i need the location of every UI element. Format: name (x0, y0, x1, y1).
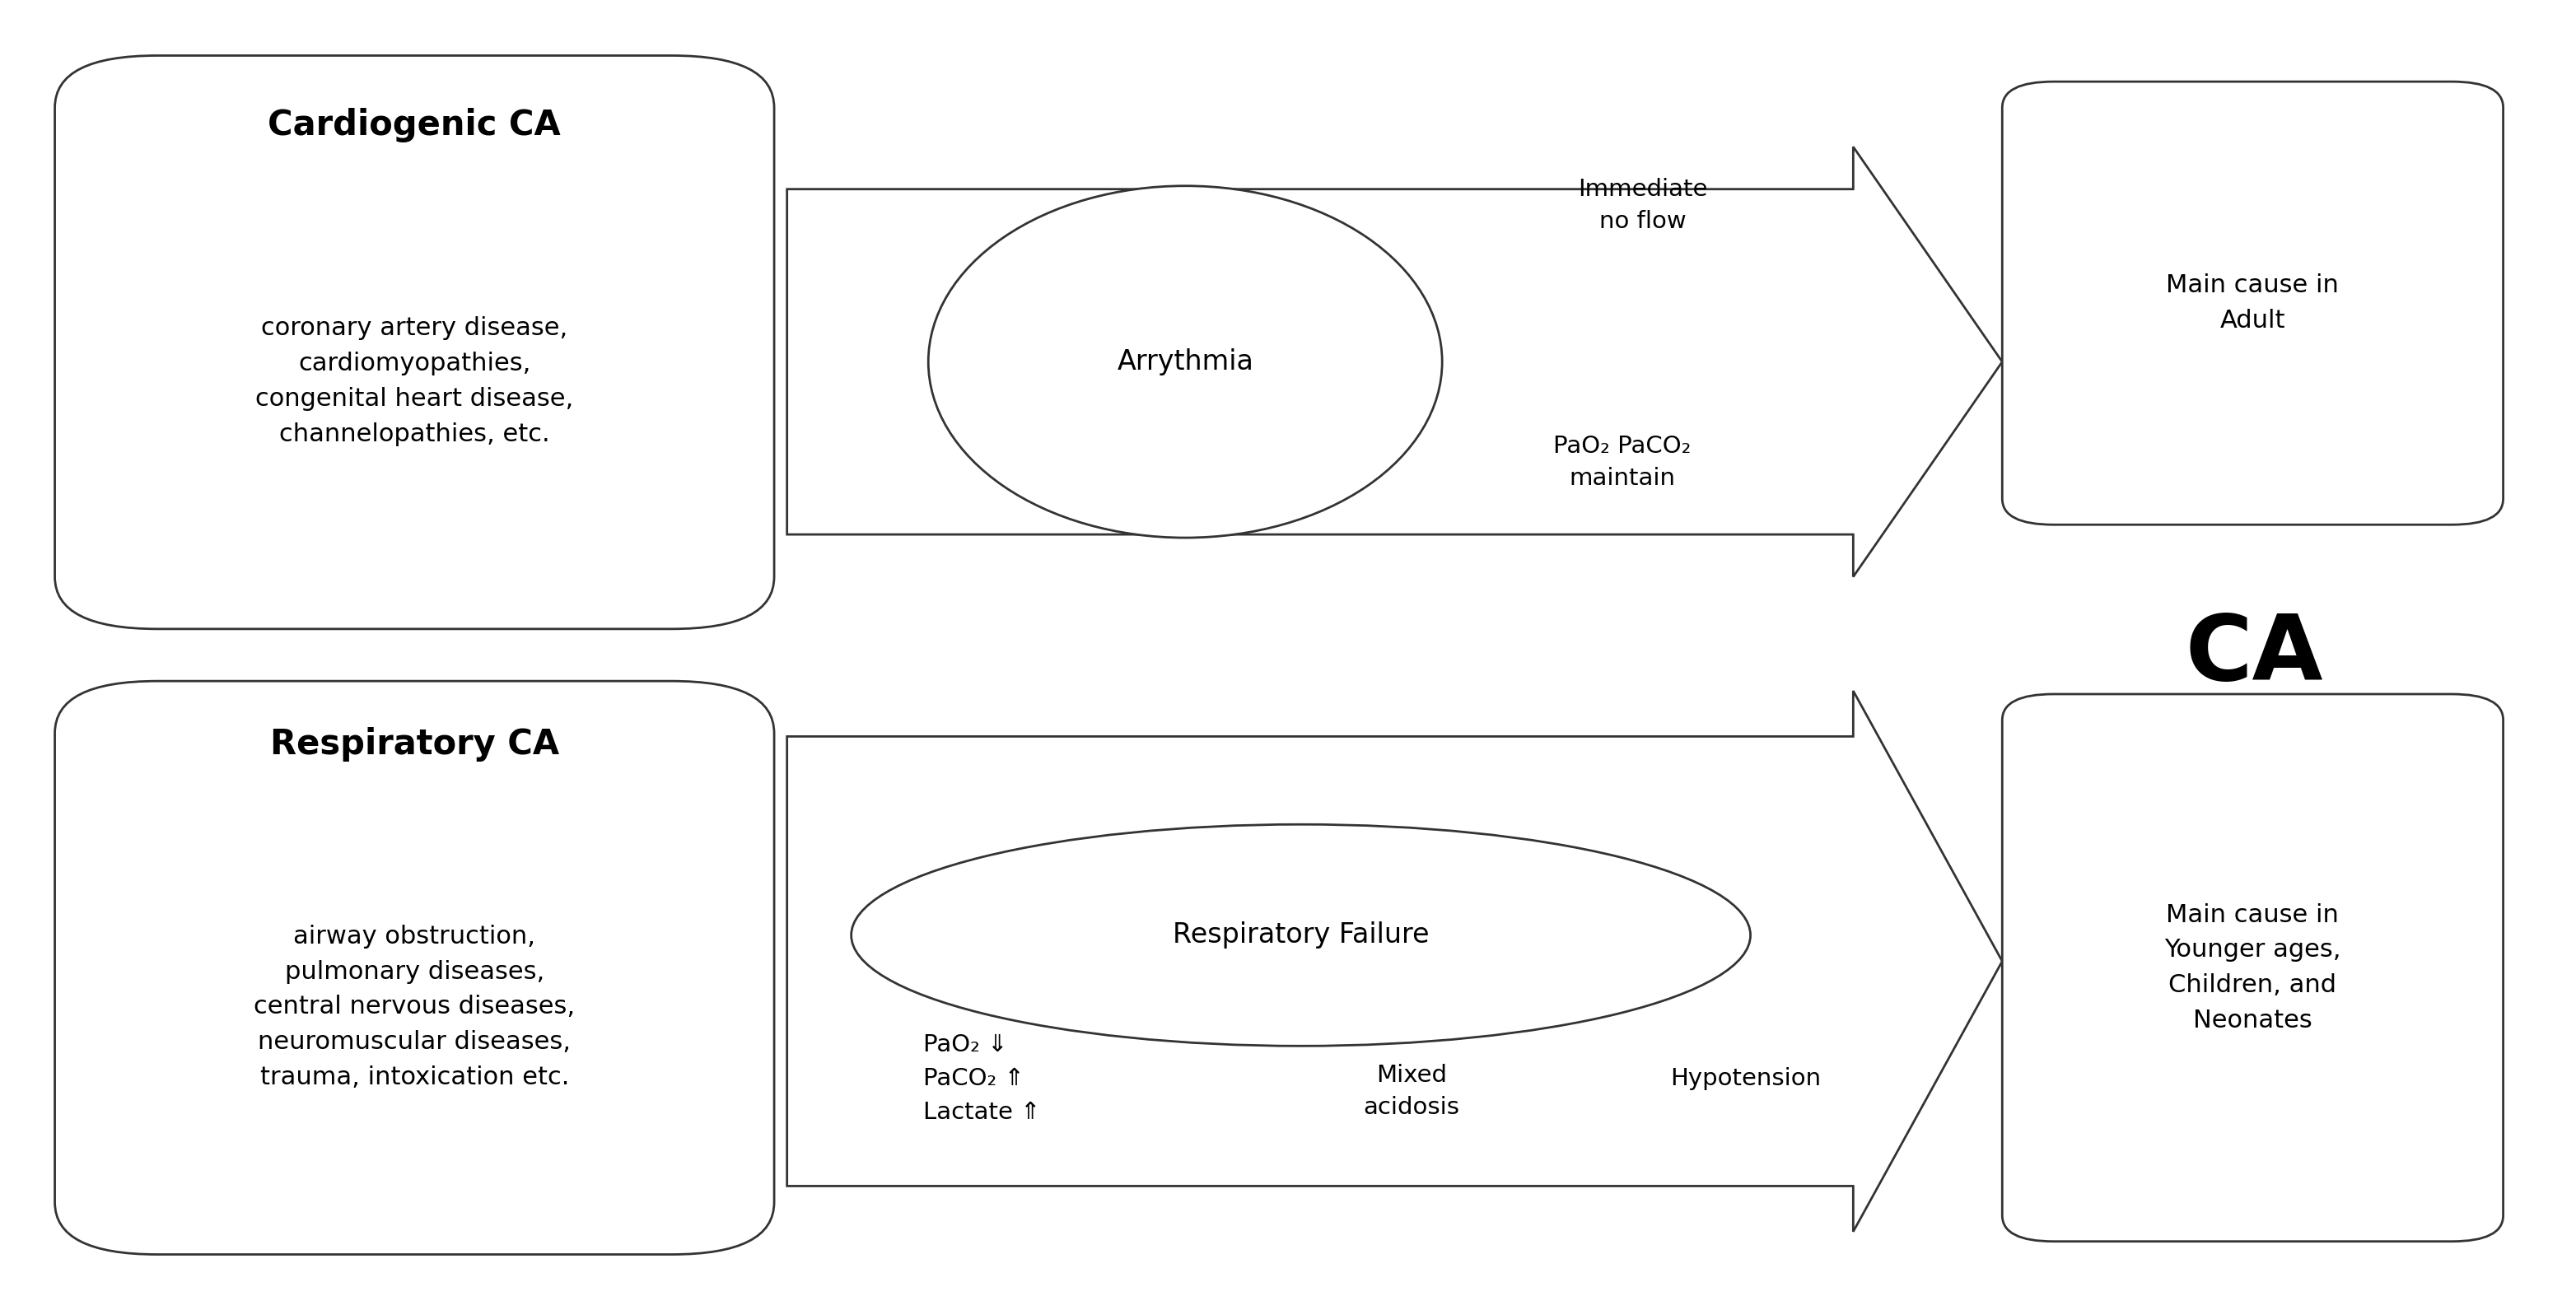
Text: coronary artery disease,
cardiomyopathies,
congenital heart disease,
channelopat: coronary artery disease, cardiomyopathie… (255, 317, 574, 447)
Text: CA: CA (2184, 610, 2324, 700)
Polygon shape (788, 147, 2002, 576)
Text: Main cause in
Younger ages,
Children, and
Neonates: Main cause in Younger ages, Children, an… (2164, 903, 2342, 1032)
FancyBboxPatch shape (2002, 81, 2504, 525)
Text: Immediate
no flow: Immediate no flow (1577, 178, 1708, 233)
Text: Respiratory CA: Respiratory CA (270, 727, 559, 761)
Ellipse shape (927, 186, 1443, 537)
FancyBboxPatch shape (2002, 694, 2504, 1242)
Text: PaO₂ ⇓
PaCO₂ ⇑
Lactate ⇑: PaO₂ ⇓ PaCO₂ ⇑ Lactate ⇑ (922, 1034, 1041, 1124)
FancyBboxPatch shape (54, 681, 775, 1255)
Text: Respiratory Failure: Respiratory Failure (1172, 922, 1430, 948)
Polygon shape (788, 690, 2002, 1231)
Text: Main cause in
Adult: Main cause in Adult (2166, 274, 2339, 333)
Text: Cardiogenic CA: Cardiogenic CA (268, 107, 562, 143)
FancyBboxPatch shape (54, 55, 775, 629)
Ellipse shape (850, 824, 1752, 1045)
Text: airway obstruction,
pulmonary diseases,
central nervous diseases,
neuromuscular : airway obstruction, pulmonary diseases, … (255, 925, 574, 1090)
Text: Hypotension: Hypotension (1669, 1066, 1821, 1090)
Text: Mixed
acidosis: Mixed acidosis (1363, 1064, 1461, 1119)
Text: PaO₂ PaCO₂
maintain: PaO₂ PaCO₂ maintain (1553, 435, 1690, 490)
Text: Arrythmia: Arrythmia (1118, 348, 1255, 376)
